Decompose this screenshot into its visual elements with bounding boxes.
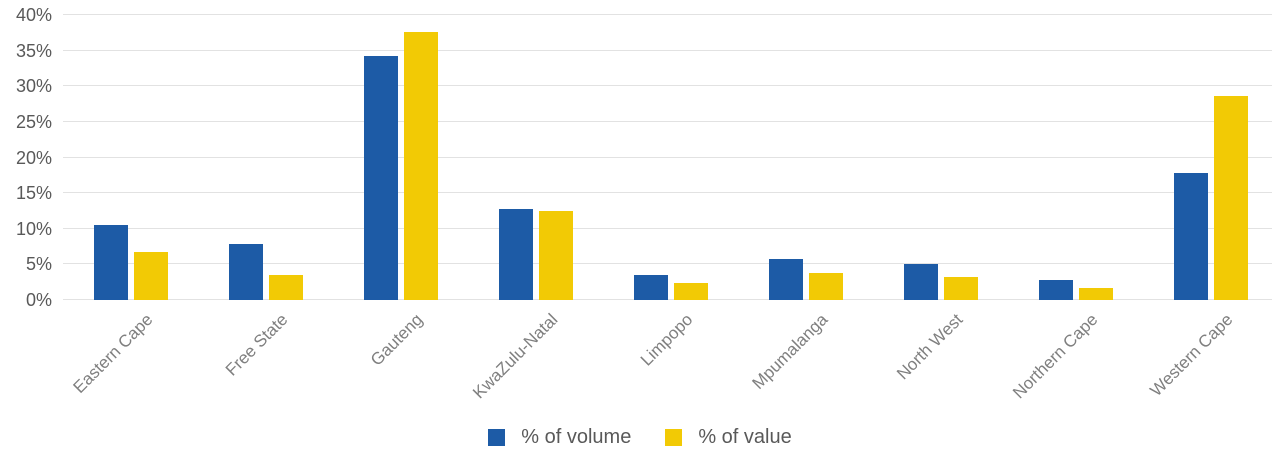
bar-of-volume	[904, 263, 939, 300]
bar-of-value	[538, 210, 573, 300]
legend-swatch-volume-icon	[488, 428, 506, 446]
bar-group	[739, 15, 874, 300]
bar-of-value	[1079, 287, 1114, 300]
gridline	[63, 85, 1272, 87]
x-tick-label: North West	[893, 310, 967, 384]
y-tick-label: 10%	[15, 218, 52, 239]
y-tick-label: 25%	[15, 111, 52, 132]
bar-group	[468, 15, 603, 300]
legend-label-volume: % of volume	[521, 426, 632, 448]
x-tick-label: Northern Cape	[1009, 310, 1102, 403]
x-tick-label: Western Cape	[1146, 310, 1237, 401]
legend-item-volume: % of volume	[488, 426, 631, 448]
bar-of-value	[133, 251, 168, 300]
bar-of-volume	[228, 244, 263, 300]
bar-of-volume	[1174, 173, 1209, 300]
bar-group	[198, 15, 333, 300]
gridline	[63, 192, 1272, 194]
bar-of-value	[268, 275, 303, 300]
x-tick-label: KwaZulu-Natal	[469, 310, 562, 403]
x-tick-label: Free State	[221, 310, 292, 380]
gridline	[63, 120, 1272, 122]
legend-item-value: % of value	[665, 426, 792, 448]
bar-of-volume	[498, 208, 533, 300]
gridline	[63, 14, 1272, 15]
bar-of-value	[944, 277, 979, 300]
bar-of-volume	[633, 275, 668, 300]
x-axis: Eastern Cape Free State Gauteng KwaZulu-Nat…	[63, 300, 1279, 410]
bar-of-volume	[363, 56, 398, 300]
gridline	[63, 156, 1272, 158]
bar-group	[874, 15, 1009, 300]
bar-group	[1009, 15, 1144, 300]
y-tick-label: 0%	[25, 290, 52, 310]
y-axis: 0% 5% 10% 15% 20% 25% 30% 35% 40%	[0, 5, 52, 310]
x-tick-label: Eastern Cape	[69, 310, 156, 397]
bar-of-value	[403, 32, 438, 300]
legend: % of volume % of value	[0, 426, 1280, 448]
bar-group	[1144, 15, 1279, 300]
bar-group	[333, 15, 468, 300]
gridline	[63, 263, 1272, 265]
y-tick-label: 5%	[25, 254, 52, 275]
bar-group	[603, 15, 738, 300]
legend-swatch-value-icon	[665, 428, 683, 446]
bar-groups	[63, 15, 1279, 300]
gridline	[63, 49, 1272, 51]
y-tick-label: 30%	[15, 76, 52, 97]
bar-of-value	[1214, 95, 1249, 300]
bar-of-volume	[93, 225, 128, 300]
y-tick-label: 20%	[15, 147, 52, 168]
legend-label-value: % of value	[698, 426, 792, 448]
bar-of-value	[673, 282, 708, 300]
y-tick-label: 15%	[15, 183, 52, 204]
x-tick-label: Mpumalanga	[748, 310, 832, 393]
bar-group	[63, 15, 198, 300]
y-tick-label: 40%	[15, 5, 52, 25]
x-tick-label: Gauteng	[366, 310, 427, 370]
bar-of-value	[809, 272, 844, 300]
bar-of-volume	[769, 258, 804, 300]
gridline	[63, 227, 1272, 229]
x-tick-label: Limpopo	[636, 310, 697, 370]
plot-area	[63, 14, 1279, 300]
bar-of-volume	[1039, 280, 1074, 300]
y-tick-label: 35%	[15, 40, 52, 61]
